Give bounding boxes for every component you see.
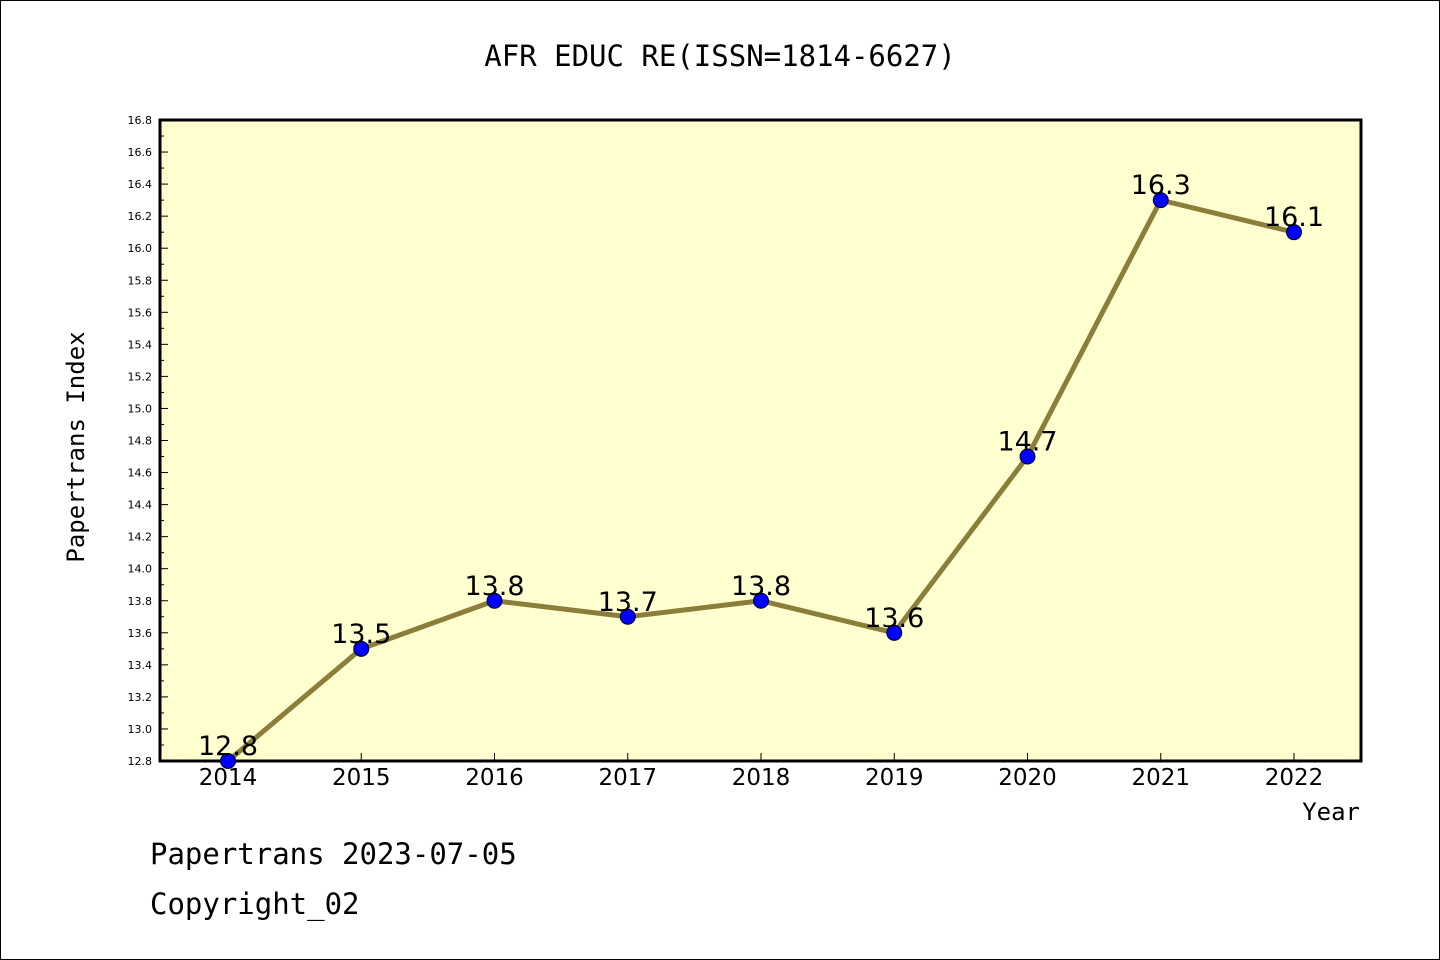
footer-date: Papertrans 2023-07-05 [150,837,517,871]
data-point-marker [886,624,903,641]
y-tick-label: 13.2 [128,691,153,704]
data-point-marker [1152,192,1169,209]
data-point-marker [1019,448,1036,465]
data-labels: 12.8 13.5 13.8 13.7 13.8 13.6 14.7 16.3 16.1 [198,170,1324,762]
y-axis-label: Papertrans Index [62,331,90,562]
y-tick-label: 15.8 [128,274,153,287]
y-tick-label: 15.4 [128,338,153,351]
footer-copyright: Copyright_02 [150,887,360,922]
y-tick-label: 13.8 [128,595,153,608]
data-point-marker [353,640,370,657]
y-tick-label: 15.0 [128,402,153,415]
data-point-marker [220,753,236,769]
y-tick-label: 12.8 [128,755,153,768]
y-tick-label: 16.2 [128,210,153,223]
x-tick-label: 2017 [598,765,657,791]
y-axis: 12.8 13.0 13.2 13.4 13.6 13.8 14.0 14.2 14.4 14.6… [128,114,168,768]
data-point-marker [619,608,636,625]
y-tick-label: 13.4 [128,659,153,672]
x-axis-label: Year [1302,798,1360,826]
chart-title: AFR EDUC RE(ISSN=1814-6627) [484,39,955,73]
data-label: 16.3 [1131,170,1191,201]
x-tick-label: 2015 [332,765,391,791]
y-tick-label: 14.8 [128,435,153,448]
x-tick-label: 2020 [998,765,1057,791]
x-tick-label: 2018 [732,765,791,791]
y-tick-label: 14.6 [128,467,153,480]
data-label: 14.7 [997,427,1057,458]
y-tick-label: 15.2 [128,370,153,383]
data-label: 13.7 [598,587,658,618]
y-tick-label: 16.8 [128,114,153,127]
data-label: 16.1 [1264,202,1324,233]
y-tick-label: 15.6 [128,306,153,319]
y-tick-label: 14.0 [128,563,153,576]
y-tick-label: 14.2 [128,531,153,544]
series-line [220,192,1302,769]
data-label: 12.8 [198,731,258,762]
y-tick-label: 16.0 [128,242,153,255]
x-axis: 2014 2015 2016 2017 2018 2019 2020 2021 2022 [199,753,1324,791]
data-label: 13.8 [731,571,791,602]
data-point-marker [753,592,769,609]
data-label: 13.8 [464,571,524,602]
y-tick-label: 16.4 [128,178,153,191]
data-point-marker [1286,224,1302,241]
data-point-marker [486,592,503,609]
y-tick-label: 13.6 [128,627,153,640]
x-tick-label: 2016 [465,765,524,791]
y-tick-label: 14.4 [128,499,153,512]
y-tick-label: 16.6 [128,146,153,159]
x-tick-label: 2014 [199,765,258,791]
x-tick-label: 2019 [865,765,924,791]
x-tick-label: 2022 [1265,765,1324,791]
data-label: 13.5 [331,619,391,650]
data-label: 13.6 [864,603,924,634]
x-tick-label: 2021 [1131,765,1190,791]
y-tick-label: 13.0 [128,723,153,736]
